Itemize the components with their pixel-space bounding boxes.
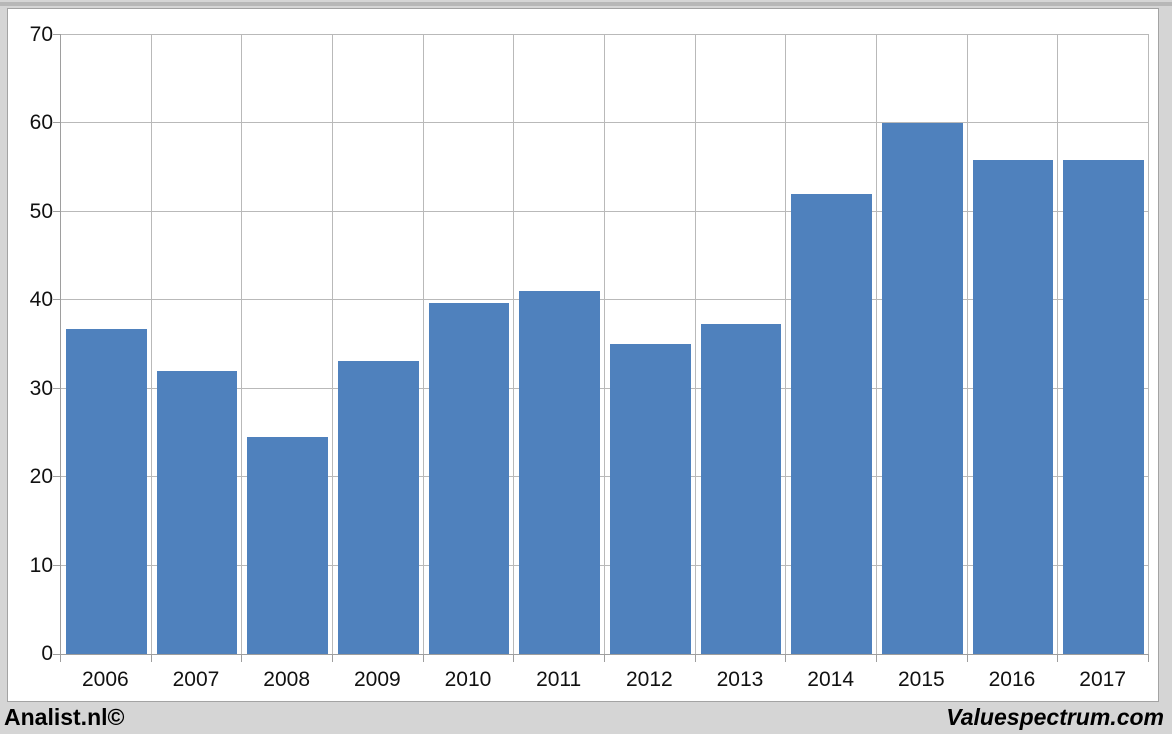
x-axis-tick: [1148, 654, 1149, 662]
window-top-edge: [0, 2, 1172, 6]
bar-2016: [972, 159, 1054, 654]
y-gridline: [61, 299, 1149, 301]
x-gridline: [966, 35, 968, 654]
y-axis-tick: [53, 34, 61, 35]
x-tick-label: 2015: [897, 668, 945, 691]
x-tick-label: 2013: [716, 668, 764, 691]
bar-2006: [66, 329, 147, 654]
x-axis-tick: [785, 654, 787, 662]
chart-card: 0 10 20 30 40 50 60 70 2006 2007 2008 2009 2010 2011…: [7, 8, 1159, 702]
y-tick-label: 70: [29, 23, 53, 46]
y-axis-tick: [53, 299, 61, 301]
bar-2014: [791, 194, 872, 654]
y-tick-label: 40: [29, 288, 53, 312]
y-gridline: [61, 210, 1149, 212]
x-tick-label: 2010: [444, 668, 492, 691]
x-gridline: [422, 35, 424, 654]
x-gridline: [694, 35, 696, 654]
x-axis-tick: [332, 654, 333, 662]
y-gridline: [61, 122, 1149, 124]
x-tick-label: 2008: [263, 668, 311, 691]
bar-2015: [882, 123, 963, 654]
x-tick-label: 2014: [807, 668, 855, 691]
x-axis-tick: [694, 654, 696, 662]
attribution-valuespectrum: Valuespectrum.com: [946, 704, 1164, 730]
x-tick-label: 2016: [988, 668, 1036, 691]
y-gridline: [61, 34, 1149, 35]
x-axis-tick: [150, 654, 152, 662]
x-tick-label: 2009: [353, 668, 401, 691]
x-axis-tick: [1057, 654, 1059, 662]
bar-2013: [700, 324, 782, 654]
y-tick-label: 50: [29, 199, 53, 223]
x-axis-tick: [513, 654, 515, 662]
x-tick-label: 2012: [625, 668, 673, 691]
y-axis-tick: [53, 654, 61, 655]
x-gridline: [604, 35, 605, 654]
x-gridline: [241, 35, 243, 654]
y-gridline: [61, 476, 1149, 478]
x-tick-label: 2017: [1079, 668, 1127, 691]
x-gridline: [785, 35, 787, 654]
x-gridline: [513, 35, 515, 654]
bar-2008: [247, 437, 328, 654]
y-tick-label: 30: [29, 376, 53, 400]
bar-2010: [428, 302, 510, 654]
x-gridline: [1148, 35, 1149, 654]
x-gridline: [876, 35, 877, 654]
x-axis-tick: [241, 654, 243, 662]
x-tick-label: 2006: [81, 668, 129, 691]
y-axis-labels: 0 10 20 30 40 50 60 70: [8, 24, 53, 665]
y-gridline: [61, 564, 1149, 566]
bar-2011: [519, 291, 600, 654]
x-axis-tick: [422, 654, 424, 662]
y-gridline: [61, 387, 1149, 389]
bar-2009: [338, 361, 419, 654]
x-gridline: [332, 35, 333, 654]
y-axis-tick: [53, 210, 61, 212]
y-tick-label: 0: [41, 642, 53, 665]
x-axis-tick: [876, 654, 877, 662]
y-axis-tick: [53, 122, 61, 124]
y-tick-label: 60: [29, 111, 53, 135]
x-gridline: [1057, 35, 1059, 654]
x-gridline: [150, 35, 152, 654]
x-axis-labels: 2006 2007 2008 2009 2010 2011 2012 2013 2014 2015…: [60, 654, 1148, 696]
plot-area: [53, 34, 1149, 662]
attribution-analist: Analist.nl©: [4, 704, 125, 730]
x-tick-label: 2007: [172, 668, 220, 691]
y-axis-tick: [53, 564, 61, 566]
x-axis-tick: [60, 654, 61, 662]
bar-2007: [156, 371, 238, 654]
y-tick-label: 10: [29, 553, 53, 577]
x-axis-tick: [604, 654, 605, 662]
y-tick-label: 20: [29, 465, 53, 489]
y-axis-tick: [53, 476, 61, 478]
x-tick-label: 2011: [536, 668, 582, 691]
bar-2012: [610, 343, 691, 654]
y-axis-tick: [53, 387, 61, 389]
bar-2017: [1063, 159, 1144, 654]
x-axis-tick: [966, 654, 968, 662]
